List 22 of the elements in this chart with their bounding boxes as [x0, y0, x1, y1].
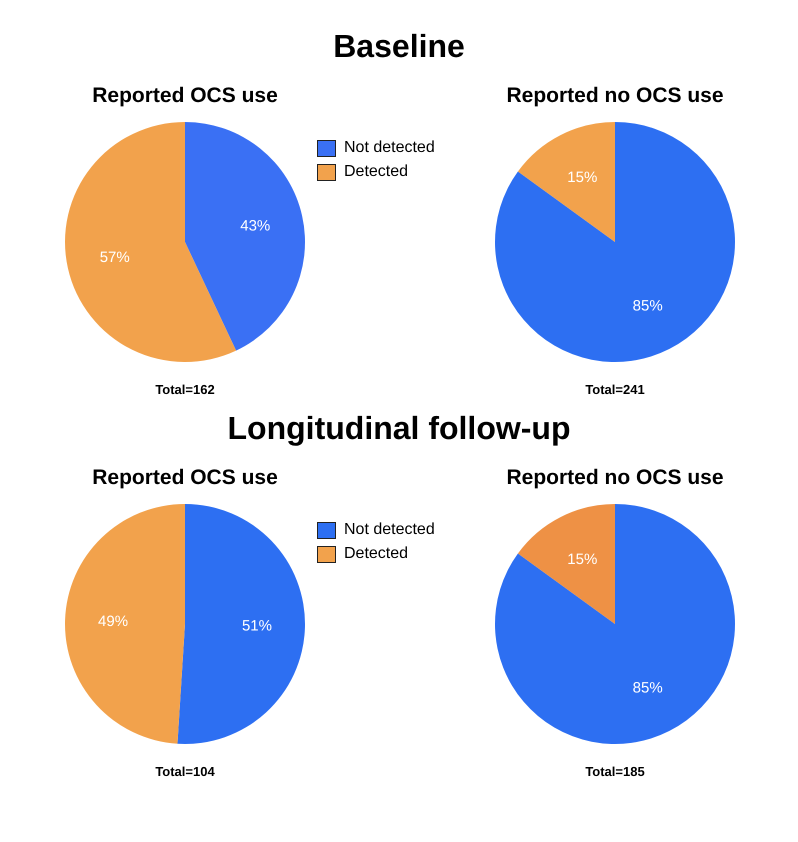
data-label: 57%: [100, 248, 130, 266]
legend-label: Detected: [344, 545, 408, 563]
data-label: 51%: [242, 617, 272, 634]
chart-title: Reported no OCS use: [505, 84, 725, 109]
data-label: 85%: [632, 297, 663, 314]
legend-label: Not detected: [344, 139, 435, 157]
text: Total=162: [154, 382, 216, 397]
data-label: 43%: [240, 217, 270, 234]
text: Total=104: [154, 764, 216, 779]
chart-title: Reported no OCS use: [505, 466, 725, 491]
legend-label: Detected: [344, 163, 408, 181]
legend-label: Not detected: [344, 521, 435, 539]
text: Total=185: [584, 764, 646, 779]
data-label: 15%: [567, 550, 598, 568]
chart-subtitle: Baseline: [332, 28, 466, 65]
data-label: 85%: [632, 679, 663, 696]
chart-subtitle: Longitudinal follow-up: [226, 410, 572, 447]
chart-title: Reported OCS use: [91, 84, 279, 109]
text: Total=241: [584, 382, 646, 397]
data-label: 15%: [567, 168, 598, 186]
data-label: 49%: [98, 612, 128, 630]
chart-title: Reported OCS use: [91, 466, 279, 491]
